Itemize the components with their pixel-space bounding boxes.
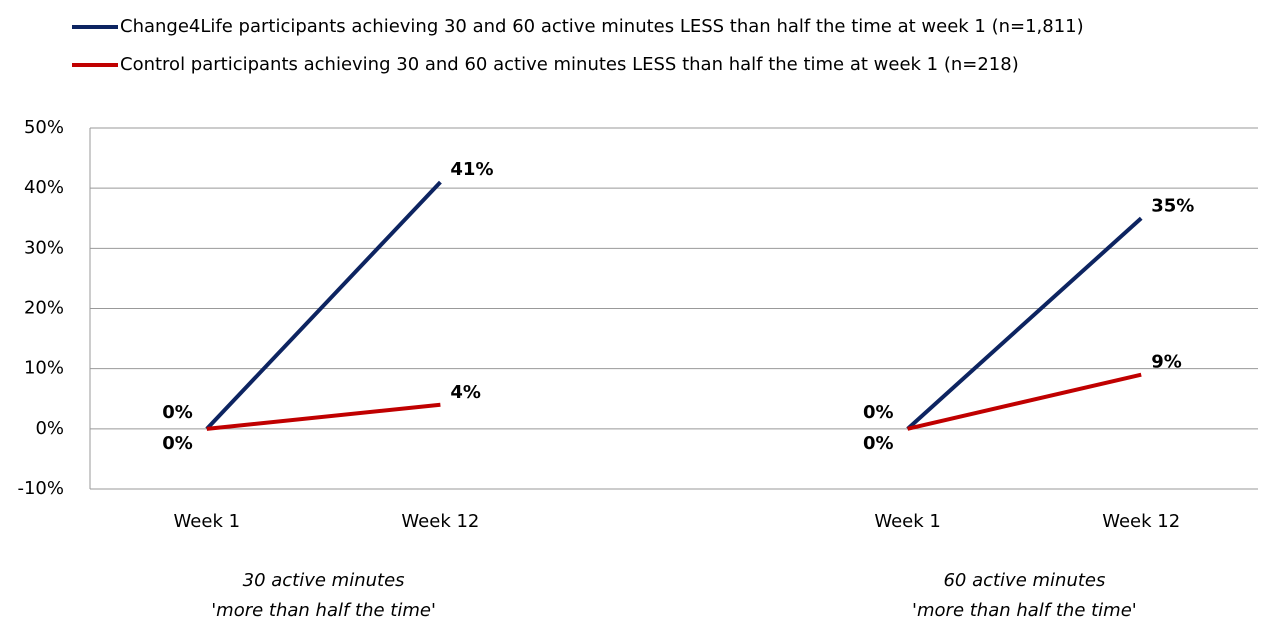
- y-tick-label: 0%: [35, 418, 64, 439]
- y-tick-label: -10%: [17, 478, 64, 499]
- data-label: 4%: [450, 382, 481, 403]
- data-label: 9%: [1151, 352, 1182, 373]
- data-label: 0%: [863, 402, 894, 423]
- data-label: 0%: [162, 433, 193, 454]
- x-tick-label: Week 12: [1102, 511, 1180, 532]
- x-tick-label: Week 1: [874, 511, 941, 532]
- data-label: 0%: [162, 402, 193, 423]
- data-label: 0%: [863, 433, 894, 454]
- x-tick-label: Week 12: [401, 511, 479, 532]
- series-line: [206, 372, 1142, 431]
- group-label: 60 active minutes: [943, 570, 1105, 591]
- group-label: 'more than half the time': [912, 600, 1137, 621]
- y-tick-label: 10%: [24, 358, 64, 379]
- x-tick-label: Week 1: [174, 511, 241, 532]
- group-label: 'more than half the time': [211, 600, 436, 621]
- y-tick-label: 30%: [24, 237, 64, 258]
- y-tick-label: 20%: [24, 298, 64, 319]
- legend-label: Control participants achieving 30 and 60…: [120, 54, 1019, 75]
- legend-label: Change4Life participants achieving 30 an…: [120, 16, 1084, 37]
- data-label: 41%: [450, 159, 493, 180]
- y-tick-label: 50%: [24, 117, 64, 138]
- series-line: [205, 180, 1143, 431]
- group-label: 30 active minutes: [243, 570, 405, 591]
- y-tick-label: 40%: [24, 177, 64, 198]
- data-label: 35%: [1151, 195, 1194, 216]
